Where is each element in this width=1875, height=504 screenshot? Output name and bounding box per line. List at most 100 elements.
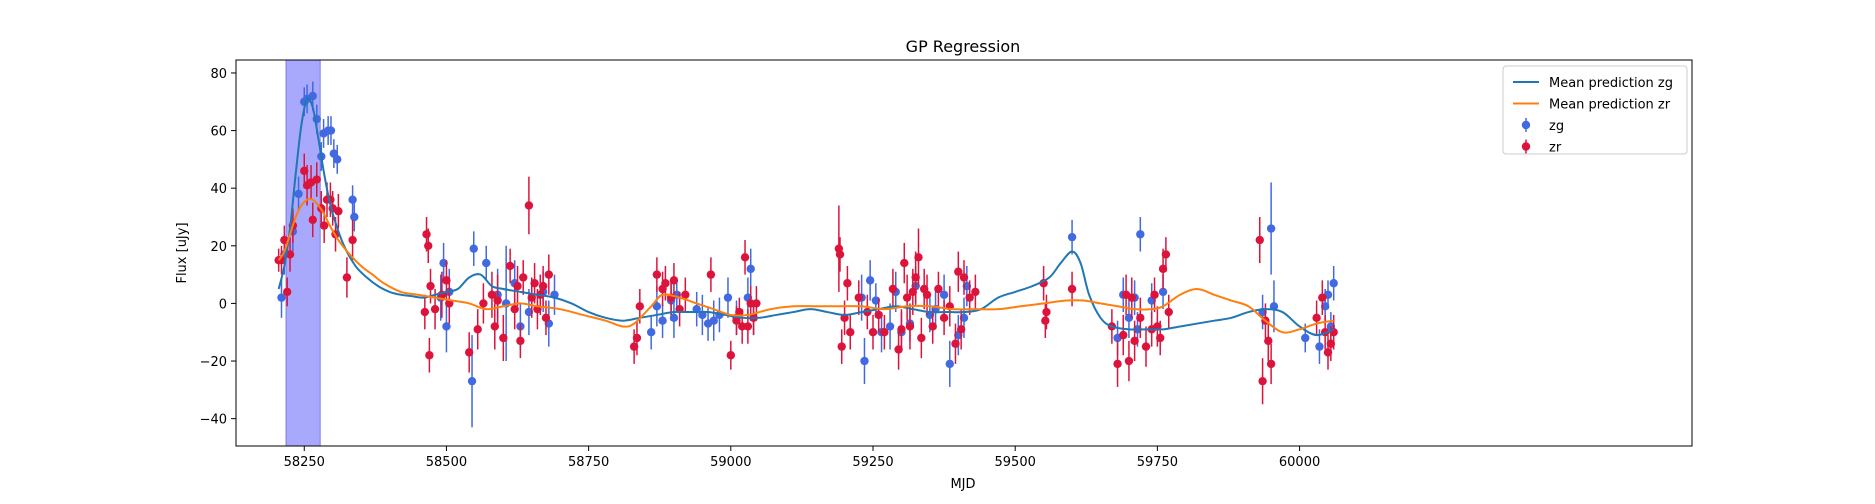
data-point-zr bbox=[334, 207, 343, 216]
data-point-zr bbox=[541, 313, 551, 323]
data-point-zr bbox=[965, 293, 974, 302]
y-tick-label: −20 bbox=[200, 355, 227, 370]
legend-marker-point bbox=[1521, 142, 1531, 151]
data-point-zr bbox=[1041, 316, 1050, 325]
data-point-zr bbox=[282, 287, 292, 297]
data-point-zg bbox=[1301, 333, 1310, 343]
data-point-zr bbox=[319, 221, 329, 230]
data-point-zg bbox=[1329, 279, 1338, 288]
data-point-zr bbox=[897, 325, 906, 334]
data-point-zr bbox=[519, 273, 528, 282]
data-point-zr bbox=[424, 241, 433, 250]
data-point-zr bbox=[1119, 330, 1128, 340]
data-point-zg bbox=[723, 293, 733, 302]
data-point-zr bbox=[652, 270, 662, 279]
data-point-zr bbox=[752, 299, 761, 308]
axes: 58250 58500 58750 59000 59250 59500 59750 60000… bbox=[200, 59, 1693, 470]
data-point-zr bbox=[1266, 359, 1276, 369]
data-point-zr bbox=[706, 270, 716, 279]
data-point-zr bbox=[635, 302, 645, 311]
data-point-zr bbox=[1156, 333, 1165, 343]
data-point-zr bbox=[430, 304, 440, 314]
y-tick-label: 40 bbox=[210, 182, 227, 197]
line-Mean prediction zr bbox=[277, 197, 1334, 334]
data-point-zr bbox=[661, 279, 670, 288]
data-point-zg bbox=[658, 316, 667, 325]
data-point-zr bbox=[868, 328, 878, 337]
data-point-zr bbox=[843, 279, 852, 288]
line-Mean prediction zg bbox=[277, 97, 1335, 337]
data-point-zr bbox=[956, 325, 966, 334]
data-point-zr bbox=[1113, 359, 1122, 369]
data-point-zr bbox=[342, 273, 352, 282]
y-axis-label: Flux [uJy] bbox=[175, 222, 190, 283]
data-point-zg bbox=[939, 290, 949, 299]
data-point-zr bbox=[1067, 284, 1077, 294]
data-point-zr bbox=[479, 299, 488, 308]
data-point-zg bbox=[308, 91, 317, 101]
data-point-zr bbox=[1312, 313, 1321, 323]
data-point-zg bbox=[333, 155, 342, 164]
data-point-zr bbox=[280, 235, 289, 245]
y-tick-label: 80 bbox=[210, 67, 227, 82]
plot-area bbox=[274, 60, 1338, 446]
data-point-zr bbox=[1258, 376, 1267, 386]
data-point-zr bbox=[934, 284, 943, 294]
data-point-zg bbox=[469, 244, 478, 253]
data-point-zg bbox=[442, 322, 451, 331]
data-point-zr bbox=[681, 290, 690, 299]
data-point-zr bbox=[854, 293, 863, 302]
legend-label: Mean prediction zg bbox=[1549, 76, 1673, 91]
x-tick-label: 60000 bbox=[1279, 455, 1320, 470]
data-point-zg bbox=[482, 258, 491, 268]
data-point-zg bbox=[294, 189, 303, 199]
legend-box bbox=[1502, 65, 1688, 155]
data-point-zr bbox=[669, 276, 679, 285]
data-point-zr bbox=[499, 333, 508, 343]
data-point-zr bbox=[902, 293, 912, 302]
data-point-zr bbox=[880, 328, 889, 337]
x-tick-label: 59000 bbox=[710, 455, 751, 470]
x-axis-label: MJD bbox=[950, 477, 975, 492]
data-point-zr bbox=[914, 253, 923, 262]
data-point-zr bbox=[1164, 307, 1173, 317]
data-point-zr bbox=[954, 267, 963, 276]
data-point-zg bbox=[1067, 232, 1077, 242]
data-point-zr bbox=[422, 230, 431, 239]
data-point-zr bbox=[348, 235, 357, 245]
series-zr bbox=[274, 153, 1338, 405]
x-tick-label: 58750 bbox=[568, 455, 609, 470]
data-point-zg bbox=[1269, 302, 1279, 311]
data-point-zr bbox=[487, 290, 497, 299]
data-point-zr bbox=[1318, 293, 1327, 302]
data-point-zr bbox=[426, 281, 435, 291]
data-point-zr bbox=[632, 333, 642, 343]
data-point-zr bbox=[971, 287, 980, 297]
data-point-zg bbox=[1158, 287, 1168, 297]
data-point-zr bbox=[835, 250, 845, 259]
data-point-zg bbox=[885, 322, 895, 331]
data-point-zg bbox=[652, 302, 662, 311]
data-point-zr bbox=[743, 322, 753, 331]
x-tick-label: 58500 bbox=[426, 455, 467, 470]
data-point-zg bbox=[467, 376, 477, 386]
data-point-zr bbox=[425, 351, 434, 360]
data-point-zr bbox=[285, 250, 295, 259]
data-point-zg bbox=[1266, 224, 1276, 233]
data-point-zg bbox=[277, 293, 286, 302]
data-point-zr bbox=[917, 333, 926, 343]
data-point-zr bbox=[1150, 290, 1159, 299]
data-point-zg bbox=[646, 328, 656, 337]
y-tick-label: −40 bbox=[200, 413, 227, 428]
data-point-zr bbox=[740, 253, 750, 262]
plot-content bbox=[274, 60, 1338, 446]
legend-label: zr bbox=[1549, 141, 1562, 156]
data-point-zr bbox=[888, 284, 898, 294]
data-point-zr bbox=[1136, 313, 1145, 323]
data-point-zr bbox=[1124, 356, 1134, 366]
data-point-zr bbox=[1264, 336, 1273, 346]
data-point-zr bbox=[524, 201, 534, 210]
data-point-zr bbox=[510, 304, 519, 314]
